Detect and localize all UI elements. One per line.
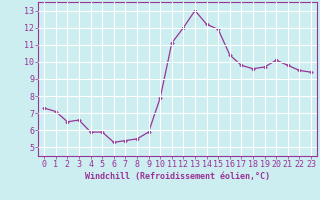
X-axis label: Windchill (Refroidissement éolien,°C): Windchill (Refroidissement éolien,°C) [85, 172, 270, 181]
